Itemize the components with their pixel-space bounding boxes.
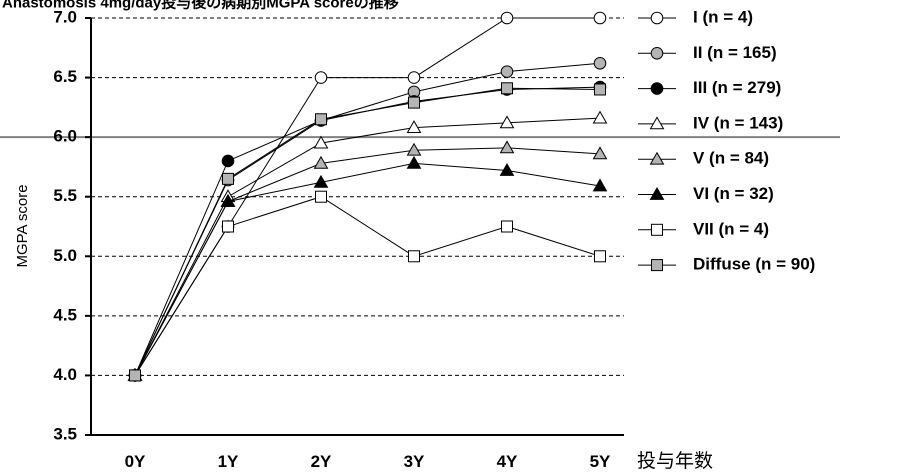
- data-point: [315, 113, 327, 126]
- y-tick-label: 6.5: [53, 67, 77, 86]
- x-tick-label: 3Y: [404, 452, 425, 471]
- grid-lines: [91, 17, 624, 376]
- data-point: [592, 110, 608, 124]
- chart-title: Anastomosis 4mg/day投与後の病期別MGPA scoreの推移: [2, 0, 399, 11]
- series-layer: [127, 11, 608, 382]
- data-point: [592, 178, 608, 192]
- y-tick-label: 4.5: [53, 305, 77, 324]
- series-2: [128, 56, 607, 382]
- data-point: [313, 135, 329, 149]
- y-tick-label: 4.0: [53, 365, 77, 384]
- y-tick-label: 5.0: [53, 246, 77, 265]
- series-5: [127, 140, 608, 381]
- data-point: [594, 250, 606, 263]
- series-8: [129, 82, 606, 382]
- data-point: [407, 71, 421, 84]
- x-axis-label: 投与年数: [637, 450, 713, 472]
- legend-label: V (n = 84): [693, 149, 769, 168]
- data-point: [408, 250, 420, 263]
- series-3: [128, 80, 607, 382]
- y-axis-label: MGPA score: [14, 184, 31, 267]
- legend-marker: [649, 186, 665, 200]
- legend-marker: [651, 223, 663, 236]
- data-point: [500, 65, 514, 78]
- data-point: [499, 162, 515, 176]
- data-point: [220, 193, 236, 207]
- x-tick-label: 1Y: [218, 452, 239, 471]
- legend-label: VII (n = 4): [693, 219, 769, 238]
- data-point: [592, 146, 608, 160]
- series-line: [134, 117, 601, 376]
- y-tick-labels: 3.5 4.0 4.5 5.0 5.5 6.0 6.5 7.0: [53, 7, 77, 443]
- data-point: [499, 115, 515, 129]
- series-line: [134, 87, 601, 376]
- data-point: [129, 369, 141, 382]
- axes: [85, 17, 624, 436]
- legend-label: Diffuse (n = 90): [693, 255, 815, 274]
- data-point: [406, 142, 422, 156]
- legend-label: I (n = 4): [693, 7, 753, 26]
- y-tick-label: 6.0: [53, 127, 77, 146]
- data-point: [499, 140, 515, 154]
- legend-label: III (n = 279): [693, 78, 781, 97]
- data-point: [408, 96, 420, 109]
- legend-label: VI (n = 32): [693, 184, 774, 203]
- data-point: [222, 220, 234, 233]
- legend-marker: [650, 82, 664, 95]
- data-point: [500, 11, 514, 25]
- series-line: [134, 147, 601, 376]
- data-point: [501, 220, 513, 233]
- series-4: [127, 110, 608, 381]
- x-tick-label: 0Y: [125, 452, 146, 471]
- data-point: [594, 83, 606, 96]
- x-tick-labels: 0Y 1Y 2Y 3Y 4Y 5Y: [125, 452, 611, 471]
- series-line: [134, 62, 601, 376]
- data-point: [314, 71, 328, 84]
- data-point: [313, 174, 329, 188]
- legend-marker: [651, 259, 663, 272]
- data-point: [406, 120, 422, 133]
- data-point: [315, 190, 327, 203]
- series-7: [129, 190, 606, 382]
- data-point: [593, 11, 607, 25]
- data-point: [501, 82, 513, 95]
- data-point: [221, 154, 235, 168]
- legend-marker: [650, 47, 664, 60]
- y-tick-label: 3.5: [53, 424, 77, 443]
- x-tick-label: 5Y: [590, 452, 611, 471]
- legend-marker: [649, 116, 665, 130]
- data-point: [406, 155, 422, 169]
- y-tick-label: 7.0: [53, 7, 77, 26]
- legend-label: II (n = 165): [693, 43, 777, 62]
- series-6: [127, 155, 608, 381]
- series-line: [134, 162, 601, 376]
- legend: I (n = 4) II (n = 165) III (n = 279) IV (n …: [638, 7, 815, 274]
- data-point: [593, 56, 607, 70]
- legend-marker: [649, 151, 665, 165]
- y-tick-label: 5.5: [53, 186, 77, 205]
- data-point: [222, 172, 234, 185]
- data-point: [313, 155, 329, 169]
- x-tick-label: 2Y: [311, 452, 332, 471]
- legend-label: IV (n = 143): [693, 113, 783, 132]
- series-line: [134, 86, 601, 376]
- x-tick-label: 4Y: [497, 452, 518, 471]
- legend-marker: [650, 11, 664, 25]
- series-line: [134, 196, 601, 376]
